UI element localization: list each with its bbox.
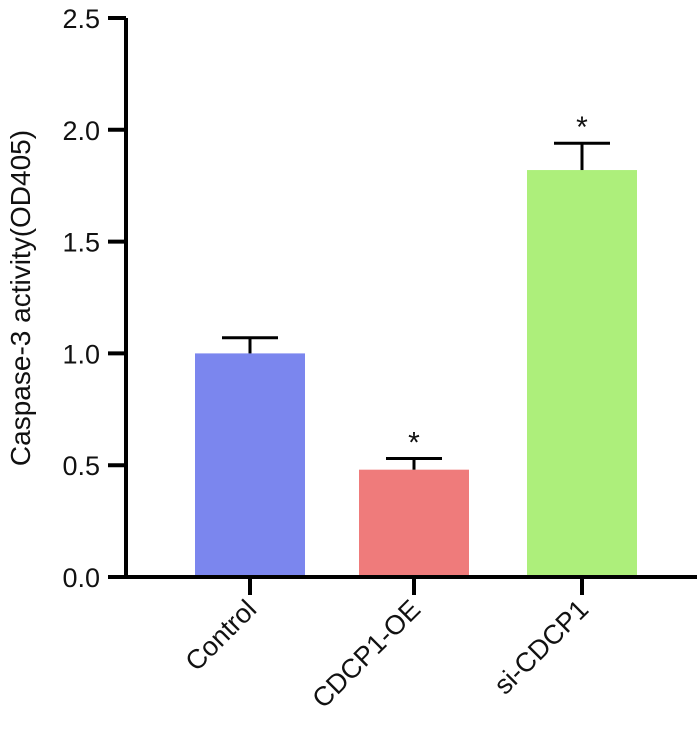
bars: ** [195, 111, 637, 577]
x-tick-label: CDCP1-OE [306, 594, 426, 714]
y-axis-ticks: 0.0 0.5 1.0 1.5 2.0 2.5 [62, 4, 126, 593]
bar [527, 170, 637, 577]
significance-marker: * [408, 426, 420, 459]
y-axis-label: Caspase-3 activity(OD405) [5, 130, 36, 466]
y-tick-label: 1.0 [62, 339, 100, 369]
bar [195, 353, 305, 577]
y-tick-label: 2.0 [62, 116, 100, 146]
y-tick-label: 2.5 [62, 4, 100, 34]
x-tick-label: Control [179, 594, 262, 677]
y-tick-label: 0.5 [62, 451, 100, 481]
y-tick-label: 0.0 [62, 563, 100, 593]
x-axis-ticks: Control CDCP1-OE si-CDCP1 [179, 577, 594, 714]
bar [359, 469, 469, 577]
y-tick-label: 1.5 [62, 228, 100, 258]
significance-marker: * [576, 111, 588, 144]
x-tick-label: si-CDCP1 [488, 594, 594, 700]
